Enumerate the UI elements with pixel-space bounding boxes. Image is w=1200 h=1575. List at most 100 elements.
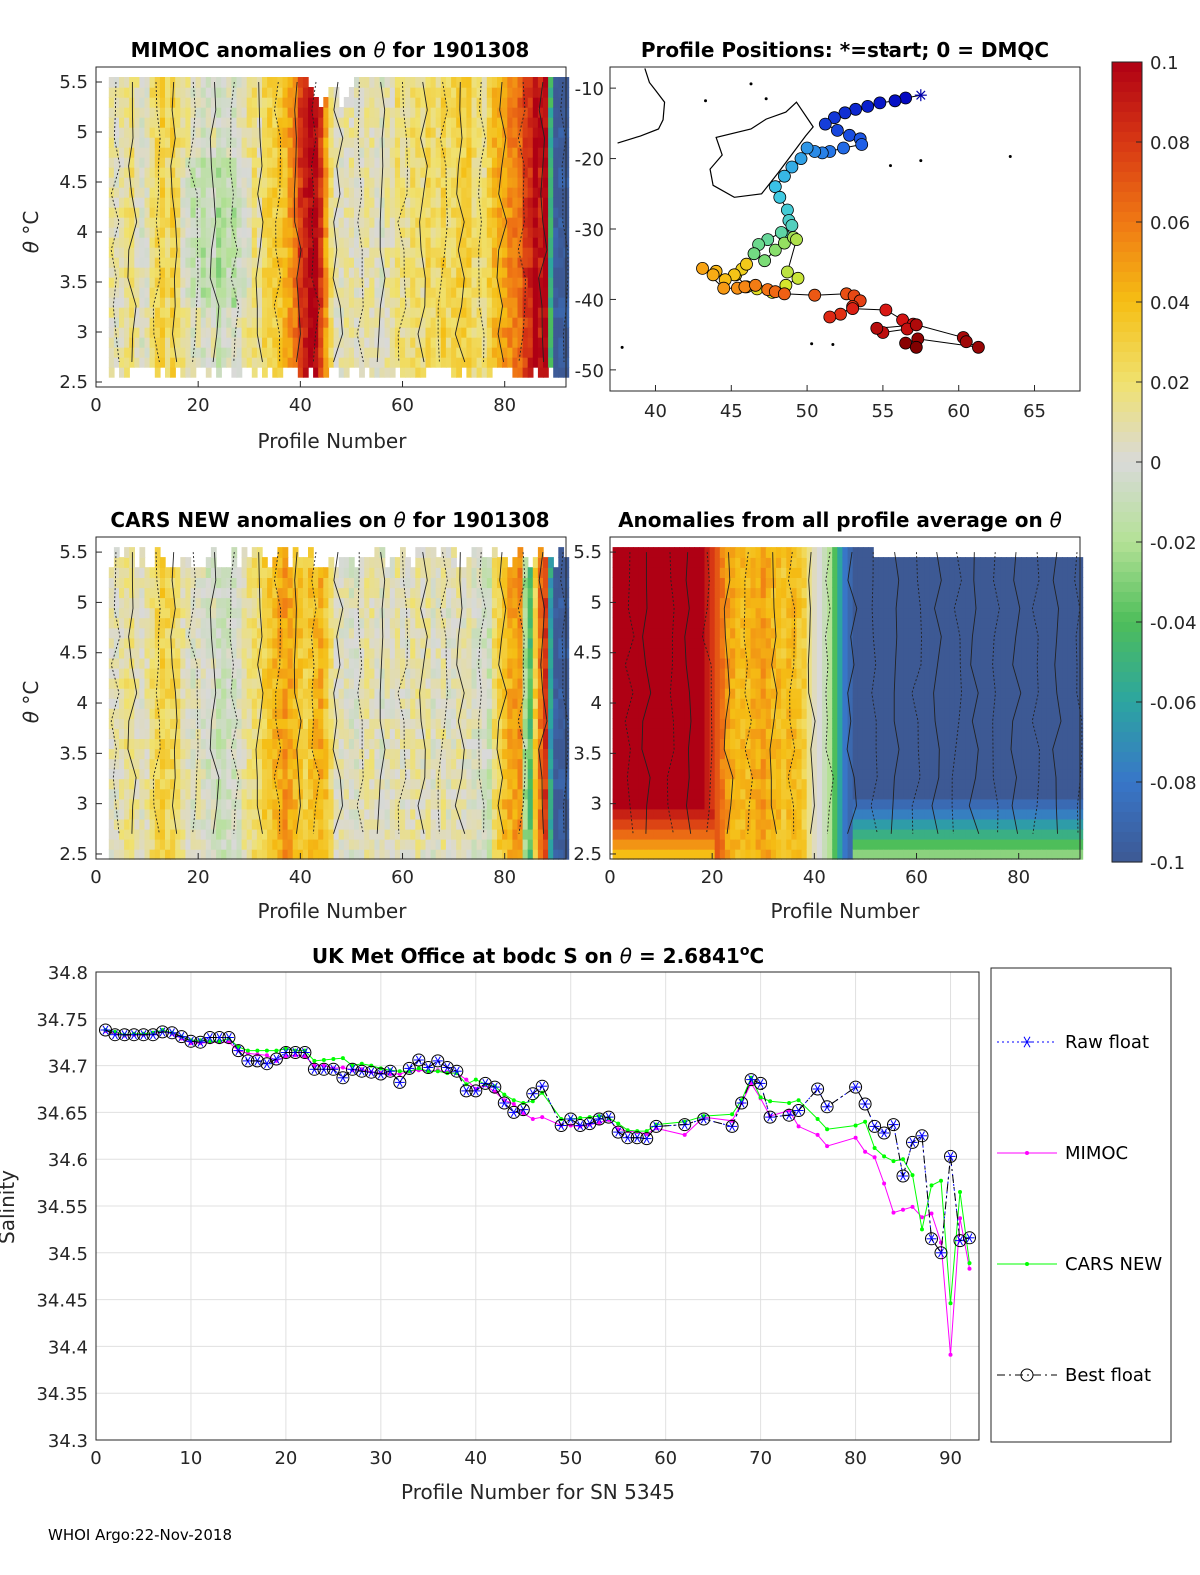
mimoc-cell	[287, 117, 294, 128]
cars-cell	[466, 768, 473, 780]
cars-cell	[445, 577, 452, 589]
cars-cell	[200, 607, 207, 619]
cars-cell	[272, 627, 279, 639]
cars-cell	[323, 577, 330, 589]
cars-cell	[139, 798, 146, 810]
cars-cell	[221, 798, 227, 810]
mimoc-cell	[343, 197, 350, 208]
cars-cell	[251, 838, 258, 850]
cars-cell	[338, 567, 345, 578]
cars-cell	[461, 848, 468, 860]
cars-cell	[410, 567, 416, 578]
cars-cell	[149, 828, 156, 840]
mimoc-cell	[119, 357, 125, 368]
mimoc-cell	[134, 107, 141, 118]
cars-cell	[113, 647, 120, 659]
mimoc-cell	[221, 87, 227, 98]
mimoc-cell	[420, 97, 427, 108]
cars-cell	[394, 728, 401, 739]
cars-cell	[297, 698, 304, 709]
cars-cell	[379, 748, 386, 760]
mimoc-cell	[200, 147, 207, 158]
mimoc-cell	[323, 297, 330, 308]
cars-cell	[108, 798, 115, 810]
mimoc-cell	[507, 197, 514, 208]
cars-cell	[318, 607, 324, 619]
cars-cell	[456, 587, 462, 599]
cars-cell	[175, 597, 181, 609]
cars-cell	[430, 778, 437, 790]
mimoc-cell	[548, 287, 554, 298]
mimoc-cell	[287, 307, 294, 318]
mimoc-cell	[277, 217, 284, 228]
cars-cell	[435, 788, 442, 800]
cars-cell	[451, 698, 457, 709]
profile-position-marker	[899, 91, 912, 105]
cars-cell	[159, 818, 166, 830]
cars-cell	[354, 677, 360, 689]
mimoc-cell	[461, 197, 468, 208]
mimoc-cell	[400, 207, 406, 218]
mimoc-cell	[532, 217, 539, 228]
mimoc-cell	[272, 107, 279, 118]
mimoc-cell	[323, 157, 330, 168]
mimoc-cell	[277, 127, 284, 138]
mimoc-cell	[180, 217, 187, 228]
cars-cell	[445, 808, 452, 820]
mimoc-cell	[354, 267, 360, 278]
mimoc-cell	[108, 117, 115, 128]
mimoc-cell	[435, 87, 442, 98]
cars-cell	[302, 808, 309, 820]
cars-cell	[445, 698, 452, 709]
mimoc-cell	[410, 257, 416, 268]
cars-cell	[348, 718, 355, 729]
mimoc-ytick-label: 5	[77, 122, 88, 143]
mimoc-cell	[210, 237, 217, 248]
mimoc-cell	[338, 367, 345, 378]
cars-cell	[200, 627, 207, 639]
mimoc-cell	[231, 87, 238, 98]
mimoc-cell	[170, 217, 176, 228]
mimoc-cell	[226, 117, 233, 128]
cars-cell	[221, 657, 227, 669]
cars-cell	[287, 838, 294, 850]
cars-cell	[226, 708, 233, 719]
cars-cell	[394, 698, 401, 709]
mimoc-cell	[558, 307, 565, 318]
mimoc-cell	[389, 167, 396, 178]
cars-cell	[354, 768, 360, 780]
mimoc-cell	[400, 367, 406, 378]
mimoc-cell	[195, 167, 202, 178]
mimoc-cell	[175, 87, 181, 98]
cars-cell	[190, 778, 197, 790]
profile-position-marker	[778, 169, 791, 183]
mimoc-cell	[333, 207, 340, 218]
mimoc-cell	[354, 97, 360, 108]
mimoc-cell	[343, 227, 350, 238]
mimoc-cell	[200, 187, 207, 198]
mimoc-cell	[389, 287, 396, 298]
mimoc-cell	[543, 307, 549, 318]
mimoc-cell	[241, 327, 248, 338]
mimoc-cell	[333, 307, 340, 318]
mimoc-cell	[308, 337, 314, 348]
mimoc-cell	[486, 137, 493, 148]
cars-cell	[302, 607, 309, 619]
mimoc-cell	[543, 127, 549, 138]
cars-cell	[287, 768, 294, 780]
profile-position-marker	[849, 102, 862, 116]
mimoc-cell	[543, 147, 549, 158]
cars-cell	[144, 567, 151, 578]
cars-cell	[313, 637, 319, 649]
cars-cell	[348, 587, 355, 599]
mimoc-cell	[318, 177, 324, 188]
mimoc-cell	[159, 277, 166, 288]
cars-cell	[302, 848, 309, 860]
mimoc-cell	[308, 107, 314, 118]
cars-cell	[461, 627, 468, 639]
mimoc-cell	[119, 227, 125, 238]
cars-cell	[180, 557, 187, 568]
mimoc-cell	[328, 157, 335, 168]
mimoc-cell	[226, 267, 233, 278]
mimoc-cell	[210, 327, 217, 338]
